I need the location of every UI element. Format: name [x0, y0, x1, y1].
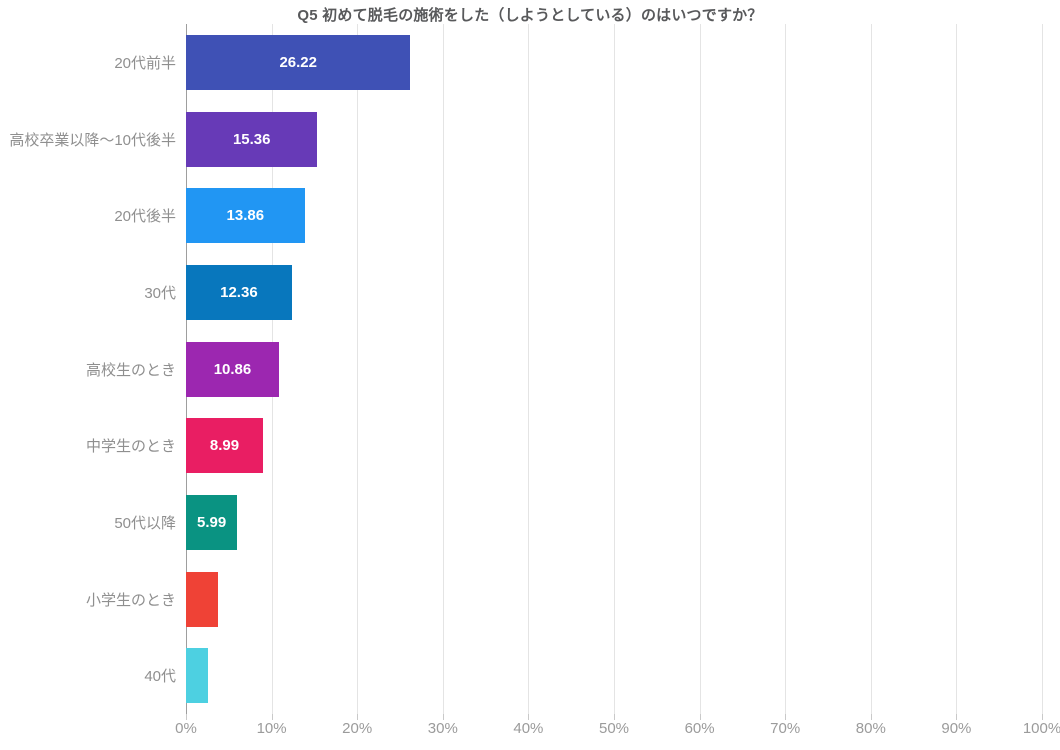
x-tickmark — [956, 714, 958, 720]
gridline — [785, 24, 787, 714]
bar-value-label: 15.36 — [232, 130, 271, 148]
gridline — [699, 24, 701, 714]
x-axis: 0% 10% 20% 30% 40% 50% 60% 70% 80% 90% 100% — [175, 720, 1060, 742]
x-tick-label: 40% — [513, 720, 544, 737]
x-tick-label: 60% — [684, 720, 715, 737]
category-label: 小学生のとき — [85, 591, 176, 609]
gridline — [528, 24, 530, 714]
bar-value-label: 26.22 — [279, 53, 317, 71]
x-tick-label: 70% — [770, 720, 801, 737]
x-tickmark — [699, 714, 701, 720]
x-tickmark — [528, 714, 530, 720]
bars-container: 26.22 15.36 13.86 12.36 10.86 8.99 5.99 — [186, 24, 1042, 714]
category-label: 30代 — [144, 284, 176, 302]
bar: 26.22 — [186, 34, 411, 90]
x-tick-label: 100% — [1022, 720, 1060, 737]
bar-row — [186, 561, 1042, 638]
bar: 12.36 — [186, 264, 292, 320]
category-label: 40代 — [144, 668, 176, 686]
bar-row: 8.99 — [186, 407, 1042, 484]
x-tickmark — [186, 714, 187, 720]
x-tick-label: 20% — [342, 720, 373, 737]
chart-title: Q5 初めて脱毛の施術をした（しようとしている）のはいつですか？ — [297, 7, 763, 24]
bar: 8.99 — [186, 418, 263, 474]
bar-row: 12.36 — [186, 254, 1042, 331]
bar-value-label: 12.36 — [220, 283, 258, 301]
category-label: 20代後半 — [114, 208, 176, 226]
bar: 10.86 — [186, 341, 279, 397]
category-axis: 20代前半高校卒業以降～10代後半 20代後半 30代高校生のとき 中学生のとき 50代… — [0, 24, 176, 714]
bar-value-label: 5.99 — [197, 513, 227, 531]
bar: 13.86 — [186, 188, 305, 244]
category-label: 50代以降 — [114, 514, 176, 532]
category-label: 高校卒業以降～10代後半 — [9, 131, 176, 149]
x-tick-label: 80% — [855, 720, 886, 737]
gridline — [870, 24, 872, 714]
bar-row — [186, 637, 1042, 714]
category-label: 20代前半 — [114, 54, 176, 72]
x-tickmark — [271, 714, 273, 720]
bar-row: 13.86 — [186, 177, 1042, 254]
bar: 15.36 — [186, 111, 318, 167]
gridline — [1042, 24, 1043, 714]
x-tick-label: 10% — [256, 720, 287, 737]
category-label: 中学生のとき — [85, 438, 176, 456]
category-label: 高校生のとき — [85, 361, 176, 379]
bar-row: 10.86 — [186, 331, 1042, 408]
gridline — [956, 24, 958, 714]
bar-row: 5.99 — [186, 484, 1042, 561]
x-tick-label: 90% — [941, 720, 972, 737]
x-tickmark — [442, 714, 444, 720]
x-tickmark — [1042, 714, 1043, 720]
x-tick-label: 0% — [175, 720, 197, 737]
gridline — [614, 24, 615, 714]
bar-row: 15.36 — [186, 101, 1042, 178]
bar — [186, 571, 218, 627]
x-tickmark — [785, 714, 787, 720]
x-tick-label: 50% — [598, 720, 630, 737]
gridline — [442, 24, 444, 714]
x-tickmark — [614, 714, 615, 720]
x-tickmark — [870, 714, 872, 720]
plot-area: 26.22 15.36 13.86 12.36 10.86 8.99 5.99 — [186, 24, 1043, 720]
x-tick-label: 30% — [427, 720, 458, 737]
bar-value-label: 8.99 — [209, 437, 240, 455]
x-tickmark — [357, 714, 359, 720]
bar-row: 26.22 — [186, 24, 1042, 101]
bar: 5.99 — [186, 494, 238, 550]
gridline — [357, 24, 359, 714]
bar — [186, 648, 209, 704]
bar-value-label: 13.86 — [226, 207, 265, 225]
bar-value-label: 10.86 — [213, 360, 252, 378]
